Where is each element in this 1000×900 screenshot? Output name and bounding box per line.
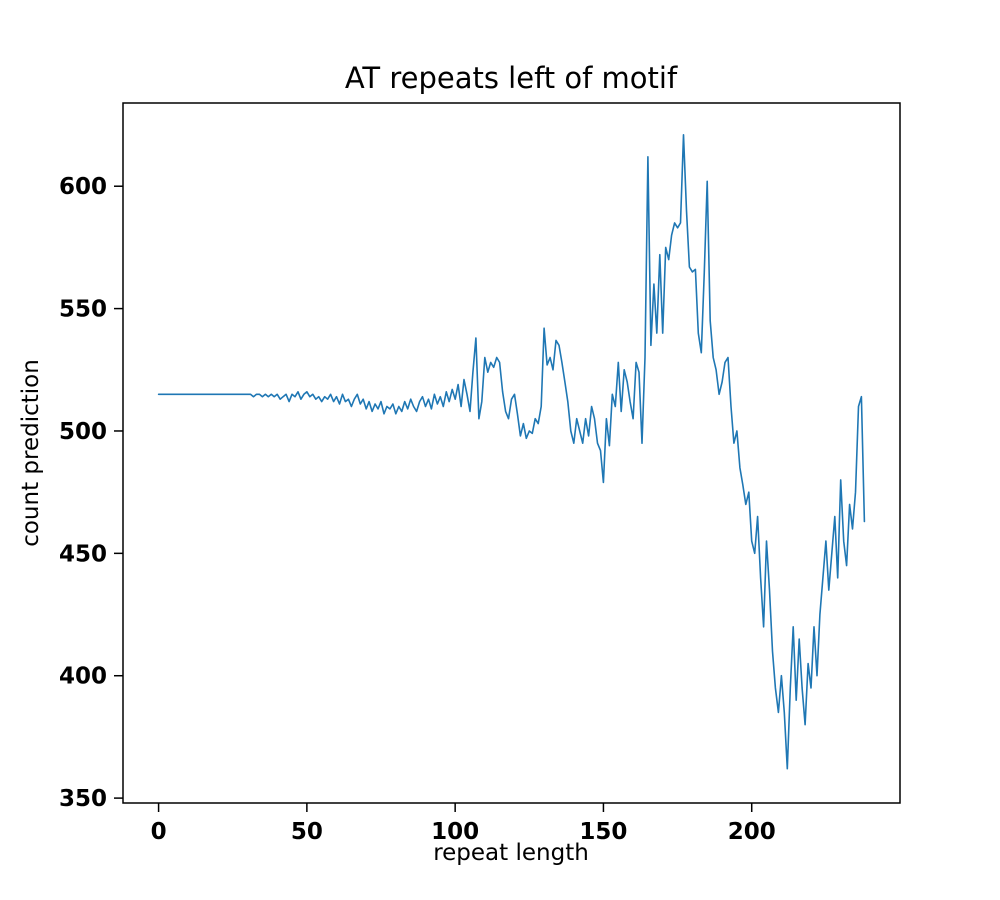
y-axis-label: count prediction <box>18 359 44 547</box>
data-line <box>157 134 866 770</box>
x-tick-label: 100 <box>431 819 479 845</box>
x-tick-label: 150 <box>579 819 627 845</box>
y-tick-label: 350 <box>59 786 107 812</box>
y-tick-label: 550 <box>59 297 107 323</box>
y-tick-label: 500 <box>59 419 107 445</box>
x-axis-label: repeat length <box>433 840 589 866</box>
x-tick-label: 0 <box>151 819 167 845</box>
x-tick-label: 50 <box>291 819 323 845</box>
x-tick-label: 200 <box>728 819 776 845</box>
plot-area: 0 50 100 150 200 350 400 450 500 550 600 <box>59 102 901 845</box>
y-tick-label: 600 <box>59 174 107 200</box>
plot-border <box>122 102 901 804</box>
chart-title: AT repeats left of motif <box>345 61 678 95</box>
y-tick-label: 450 <box>59 541 107 567</box>
y-tick-label: 400 <box>59 664 107 690</box>
